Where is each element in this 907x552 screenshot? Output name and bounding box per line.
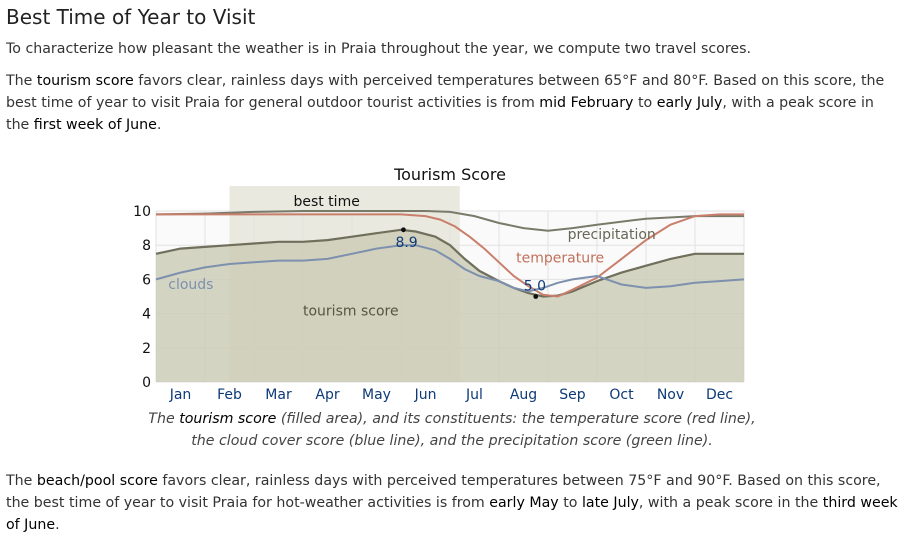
tourism-score-chart: best time tourism score precipitation tempe…	[133, 165, 745, 403]
precipitation-line	[155, 210, 744, 232]
tourism-score-edge	[155, 228, 744, 298]
y-tick-label: 0	[142, 375, 151, 391]
beach-peak-week: third week of June	[6, 495, 898, 533]
peak-value-label: 5.0	[524, 279, 546, 295]
intro-paragraph: To characterize how pleasant the weather…	[6, 41, 751, 57]
beach-best-from: early May	[489, 495, 559, 511]
tourism-score-paragraph: The tourism score favors clear, rainless…	[6, 73, 885, 133]
chart-title: Tourism Score	[393, 165, 506, 184]
x-tick-label: Sep	[559, 387, 586, 403]
x-tick-label: Aug	[510, 387, 537, 403]
x-tick-label: May	[362, 387, 391, 403]
x-tick-label: Jun	[414, 387, 437, 403]
y-tick-label: 8	[142, 238, 151, 254]
best-time-label: best time	[293, 194, 359, 210]
x-tick-label: Jan	[169, 387, 192, 403]
chart-caption: The tourism score (filled area), and its…	[148, 411, 756, 449]
peak-dot	[401, 227, 406, 233]
clouds-series-label: clouds	[168, 277, 213, 293]
x-tick-label: Oct	[609, 387, 634, 403]
tourism-best-to: early July	[656, 95, 723, 111]
y-tick-label: 6	[142, 272, 151, 288]
temperature-series-label: temperature	[516, 250, 604, 266]
tourism-best-from: mid February	[539, 95, 634, 111]
precipitation-series-label: precipitation	[568, 227, 656, 243]
temperature-line	[156, 213, 744, 298]
tourism-score-term: tourism score	[36, 73, 134, 89]
x-tick-label: Dec	[706, 387, 733, 403]
y-tick-label: 2	[142, 341, 151, 357]
caption-tourism-term: tourism score	[179, 411, 277, 427]
x-tick-label: Apr	[315, 387, 339, 403]
x-tick-label: Jul	[465, 387, 483, 403]
x-tick-label: Mar	[265, 387, 292, 403]
beach-best-to: late July	[581, 495, 639, 511]
peak-value-label: 8.9	[395, 235, 417, 251]
section-title: Best Time of Year to Visit	[6, 5, 256, 29]
tourism-peak-week: first week of June	[33, 117, 157, 133]
beach-score-term: beach/pool score	[36, 473, 158, 489]
tourism-score-area	[156, 229, 744, 382]
y-tick-label: 10	[133, 204, 151, 220]
x-tick-label: Feb	[217, 387, 242, 403]
peak-dot	[533, 294, 539, 299]
x-tick-label: Nov	[657, 387, 684, 403]
clouds-line	[155, 244, 745, 293]
beach-score-paragraph: The beach/pool score favors clear, rainl…	[6, 473, 898, 533]
y-tick-label: 4	[142, 307, 151, 323]
tourism-score-series-label: tourism score	[303, 303, 399, 319]
